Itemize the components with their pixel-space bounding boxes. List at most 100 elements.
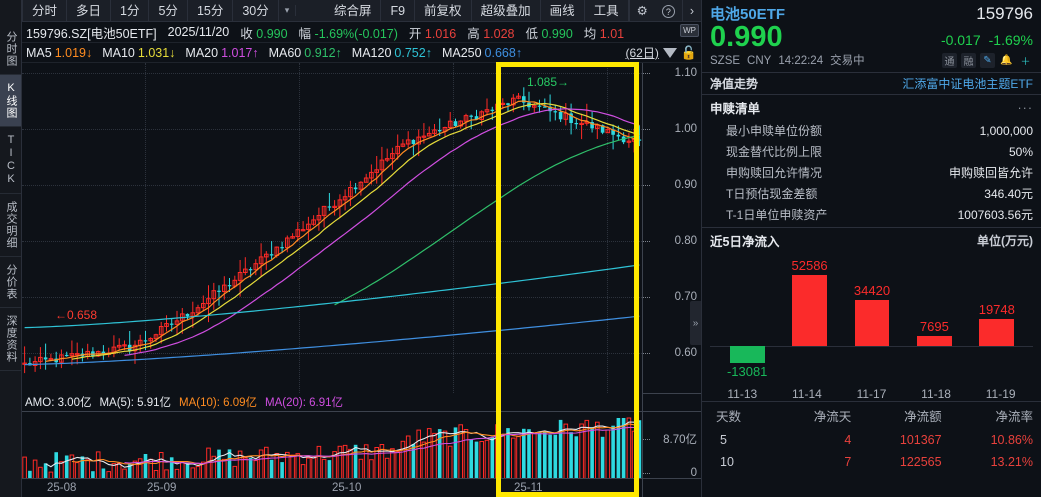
plus-icon[interactable]: ＋ — [1020, 56, 1031, 68]
left-view-tabs[interactable]: 分时图 K线图 TICK 成交明细 分价表 深度资料 — [0, 0, 22, 497]
bell-icon[interactable]: 🔔 — [1000, 54, 1013, 66]
sidebar-item-trade-detail[interactable]: 成交明细 — [0, 194, 21, 257]
toolbar-composite-screen[interactable]: 综合屏 — [325, 0, 382, 22]
amo-ma5: MA(5): 5.91亿 — [99, 397, 172, 409]
ma-value: 1.017 — [221, 45, 253, 60]
watermark-icon[interactable]: WP — [680, 24, 699, 37]
instrument-header: 电池50ETF 159796 0.990 -0.017 -1.69% SZSE CN… — [702, 0, 1041, 68]
last-price: 0.990 — [710, 21, 783, 53]
toolbar-period-duori[interactable]: 多日 — [67, 0, 112, 22]
axis-tick-label: 0.80 — [674, 235, 697, 247]
ma-arrow: ↓ — [169, 45, 176, 60]
pencil-icon[interactable]: ✎ — [980, 52, 995, 68]
axis-tick-label: 0.90 — [674, 179, 697, 191]
flow-bar — [792, 275, 827, 346]
pcf-key: 申购赎回允许情况 — [726, 166, 823, 181]
table-row[interactable]: 5 4 101367 10.86% — [702, 429, 1041, 451]
amo-ma20: MA(20): 6.91亿 — [265, 397, 344, 409]
amo-label: AMO: 3.00亿 — [25, 397, 92, 409]
toolbar-period-5m[interactable]: 5分 — [149, 0, 188, 22]
chevron-down-icon[interactable]: ▾ — [279, 5, 297, 16]
date-axis: 25-08 25-09 25-10 25-11 — [22, 478, 701, 497]
instrument-meta: SZSE CNY 14:22:24 交易中 — [710, 52, 872, 68]
sidebar-item-timeshare[interactable]: 分时图 — [0, 24, 21, 75]
ma-arrow: ↑ — [425, 45, 432, 60]
next-arrow-icon[interactable]: › — [681, 0, 701, 22]
collapse-panel-handle[interactable]: » — [690, 301, 701, 345]
quote-time: 14:22:24 — [778, 55, 824, 68]
toolbar-super-overlay[interactable]: 超级叠加 — [472, 0, 541, 22]
financing-icon[interactable]: 融 — [961, 52, 976, 68]
period-selector[interactable]: (62日) — [625, 46, 659, 60]
flow-date-label: 11-13 — [727, 387, 758, 402]
sidebar-item-label: 分时图 — [5, 31, 17, 67]
toolbar-period-30m[interactable]: 30分 — [233, 0, 279, 22]
sidebar-item-depth-data[interactable]: 深度资料 — [0, 308, 21, 371]
kline-chart[interactable]: ←0.658 1.085→ AMO: 3.00亿 MA(5): 5.91亿 MA… — [22, 63, 702, 497]
toolbar-tools[interactable]: 工具 — [585, 0, 629, 22]
toolbar-period-fenshi[interactable]: 分时 — [22, 0, 68, 22]
gridline — [22, 129, 642, 130]
net-inflow-title: 近5日净流入 — [710, 235, 780, 250]
price-plot-area[interactable]: ←0.658 1.085→ — [22, 63, 642, 393]
instrument-detail-panel: 电池50ETF 159796 0.990 -0.017 -1.69% SZSE CN… — [701, 0, 1041, 497]
gear-icon[interactable]: ⚙ — [628, 0, 655, 22]
pcf-section-header: 申赎清单 ··· — [702, 94, 1041, 120]
chart-toolbar: 分时 多日 1分 5分 15分 30分 ▾ 综合屏 F9 前复权 超级叠加 画线… — [22, 0, 701, 22]
flow-bar-label: 7695 — [919, 318, 949, 334]
sidebar-item-label: 分价表 — [5, 264, 17, 300]
ma-name: MA120 — [351, 45, 392, 60]
pcf-value: 346.40元 — [984, 187, 1033, 202]
column-header-netamount: 净流额 — [904, 410, 942, 425]
nav-trend-row[interactable]: 净值走势 汇添富中证电池主题ETF — [702, 73, 1041, 94]
pcf-row: 申购赎回允许情况 申购赎回皆允许 — [702, 162, 1041, 183]
sidebar-item-label: TICK — [5, 134, 17, 186]
toolbar-period-1m[interactable]: 1分 — [111, 0, 150, 22]
pcf-key: T日预估现金差额 — [726, 187, 818, 202]
flow-bar — [916, 335, 952, 346]
pcf-title: 申赎清单 — [710, 102, 761, 117]
sidebar-item-kline[interactable]: K线图 — [0, 75, 21, 127]
chevron-down-icon[interactable] — [662, 47, 677, 58]
toolbar-draw-line[interactable]: 画线 — [541, 0, 585, 22]
flow-bar — [729, 345, 765, 364]
gridline — [22, 185, 642, 186]
toolbar-period-15m[interactable]: 15分 — [188, 0, 234, 22]
volume-axis-tick-label: 0 — [690, 467, 697, 479]
sidebar-item-price-table[interactable]: 分价表 — [0, 257, 21, 308]
pcf-value: 50% — [1008, 144, 1033, 159]
lock-open-icon[interactable]: 🔓 — [680, 44, 697, 60]
ma-entry-ma5: MA5 1.019↓ — [26, 46, 92, 60]
net-inflow-section-header: 近5日净流入 单位(万元) — [702, 227, 1041, 253]
quote-line: 159796.SZ[电池50ETF] 2025/11/20 收 0.990 幅 … — [22, 22, 701, 43]
flow-bar — [854, 299, 890, 346]
gridline — [22, 353, 642, 354]
volume-plot-area[interactable] — [22, 411, 642, 479]
gridline — [145, 63, 146, 393]
gridline — [22, 73, 642, 74]
pcf-value: 申购赎回皆允许 — [948, 166, 1033, 181]
axis-tick-label: 0.60 — [674, 347, 697, 359]
toolbar-f9[interactable]: F9 — [381, 0, 416, 22]
ma-arrow: ↑ — [252, 45, 259, 60]
quote-avg-value: 1.01 — [599, 26, 625, 41]
sidebar-item-label: 深度资料 — [5, 315, 17, 363]
table-row[interactable]: 10 7 122565 13.21% — [702, 451, 1041, 473]
quote-low-value: 0.990 — [541, 26, 573, 41]
ma-arrow: ↑ — [335, 45, 342, 60]
toolbar-forward-adjust[interactable]: 前复权 — [415, 0, 472, 22]
fund-full-name: 汇添富中证电池主题ETF — [902, 77, 1033, 92]
ma-name: MA60 — [268, 45, 302, 60]
more-options-icon[interactable]: ··· — [1017, 100, 1033, 115]
help-icon-glyph: ? — [661, 5, 675, 18]
sidebar-item-tick[interactable]: TICK — [0, 127, 21, 194]
pcf-row: 现金替代比例上限 50% — [702, 141, 1041, 162]
high-price-annotation: 1.085→ — [527, 75, 570, 89]
help-icon[interactable]: ? — [655, 0, 682, 22]
price-change-pct: -1.69% — [988, 32, 1033, 49]
instrument-action-icons: 通 融 ✎ 🔔 ＋ — [942, 52, 1033, 68]
flow-bar — [979, 319, 1015, 346]
quote-change-label: 幅 — [298, 26, 312, 41]
margin-trading-icon[interactable]: 通 — [942, 52, 957, 68]
pcf-key: 最小申赎单位份额 — [726, 124, 823, 139]
